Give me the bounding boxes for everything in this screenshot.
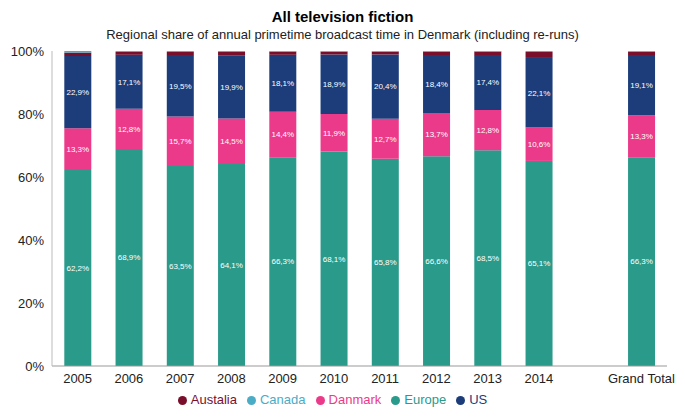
svg-text:62,2%: 62,2%	[66, 264, 89, 273]
svg-text:12,8%: 12,8%	[476, 126, 499, 135]
svg-text:66,3%: 66,3%	[630, 257, 653, 266]
svg-text:19,9%: 19,9%	[220, 83, 243, 92]
svg-text:100%: 100%	[11, 44, 45, 59]
svg-text:14,4%: 14,4%	[271, 130, 294, 139]
svg-text:40%: 40%	[18, 233, 44, 248]
svg-text:66,3%: 66,3%	[271, 257, 294, 266]
svg-text:2010: 2010	[319, 371, 348, 386]
svg-text:18,4%: 18,4%	[425, 80, 448, 89]
html-text:US: US	[469, 392, 488, 407]
svg-text:2007: 2007	[166, 371, 195, 386]
svg-text:0%: 0%	[25, 359, 44, 374]
html-text:All television fiction: All television fiction	[271, 8, 414, 25]
svg-text:20%: 20%	[18, 296, 44, 311]
svg-text:20,4%: 20,4%	[374, 82, 397, 91]
svg-text:60%: 60%	[18, 170, 44, 185]
svg-text:10,6%: 10,6%	[528, 140, 551, 149]
svg-text:17,1%: 17,1%	[118, 78, 141, 87]
svg-text:11,9%: 11,9%	[323, 129, 345, 138]
svg-text:68,9%: 68,9%	[118, 253, 141, 262]
svg-text:2014: 2014	[524, 371, 553, 386]
svg-text:2012: 2012	[422, 371, 451, 386]
html-text:Regional share of annual prime: Regional share of annual primetime broad…	[106, 27, 579, 42]
svg-text:68,1%: 68,1%	[323, 255, 346, 264]
svg-text:22,9%: 22,9%	[66, 88, 89, 97]
svg-text:2011: 2011	[371, 371, 399, 386]
svg-text:22,1%: 22,1%	[528, 89, 551, 98]
svg-text:2008: 2008	[217, 371, 246, 386]
svg-text:13,3%: 13,3%	[66, 145, 89, 154]
svg-text:2013: 2013	[473, 371, 502, 386]
svg-text:64,1%: 64,1%	[220, 261, 243, 270]
svg-text:65,1%: 65,1%	[528, 259, 551, 268]
svg-text:15,7%: 15,7%	[169, 137, 192, 146]
svg-text:19,5%: 19,5%	[169, 82, 192, 91]
svg-text:12,7%: 12,7%	[374, 135, 397, 144]
svg-text:63,5%: 63,5%	[169, 262, 192, 271]
svg-text:12,8%: 12,8%	[118, 125, 141, 134]
html-text:Austalia: Austalia	[190, 392, 237, 407]
svg-text:17,4%: 17,4%	[476, 78, 499, 87]
html-text:Canada: Canada	[260, 392, 306, 407]
svg-text:2005: 2005	[63, 371, 92, 386]
svg-text:68,5%: 68,5%	[476, 254, 499, 263]
svg-text:18,9%: 18,9%	[323, 80, 346, 89]
svg-text:65,8%: 65,8%	[374, 258, 397, 267]
html-text:Europe: Europe	[404, 392, 447, 407]
svg-text:80%: 80%	[18, 107, 44, 122]
svg-text:13,7%: 13,7%	[425, 130, 448, 139]
svg-text:66,6%: 66,6%	[425, 257, 448, 266]
svg-text:18,1%: 18,1%	[271, 79, 294, 88]
html-text:Danmark: Danmark	[328, 392, 382, 407]
svg-text:Grand Total: Grand Total	[608, 371, 675, 386]
svg-text:14,5%: 14,5%	[220, 137, 243, 146]
svg-text:2009: 2009	[268, 371, 297, 386]
svg-text:2006: 2006	[114, 371, 143, 386]
svg-text:19,1%: 19,1%	[630, 81, 653, 90]
svg-text:13,3%: 13,3%	[630, 132, 653, 141]
